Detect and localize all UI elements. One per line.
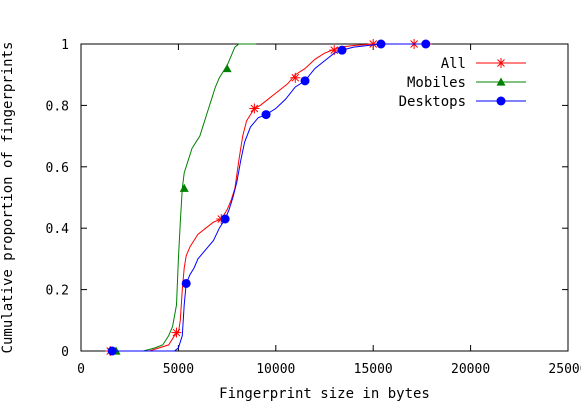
y-tick-label: 0 xyxy=(61,345,69,360)
data-point-desktops xyxy=(376,39,386,49)
y-tick-label: 0.2 xyxy=(46,284,69,299)
series-layer xyxy=(105,39,432,356)
series-all xyxy=(105,39,432,356)
y-tick-label: 0.4 xyxy=(46,222,70,237)
y-tick-label: 0.6 xyxy=(46,161,69,176)
data-point-desktops xyxy=(220,214,230,224)
legend-label-desktops: Desktops xyxy=(399,94,466,110)
series-line-all xyxy=(110,43,432,352)
y-axis-label: Cumulative proportion of fingerprints xyxy=(0,42,16,354)
x-tick-label: 5000 xyxy=(163,362,194,377)
x-tick-label: 15000 xyxy=(354,362,393,377)
data-point-desktops xyxy=(300,76,310,86)
legend-label-all: All xyxy=(441,56,466,72)
y-tick-label: 1 xyxy=(61,38,69,53)
series-line-desktops xyxy=(110,43,426,352)
x-tick-label: 10000 xyxy=(256,362,295,377)
legend-marker-desktops xyxy=(496,96,506,106)
x-tick-label: 20000 xyxy=(451,362,490,377)
legend: All Mobiles Desktops xyxy=(399,56,526,110)
legend-marker-mobiles xyxy=(496,77,506,86)
x-axis-label: Fingerprint size in bytes xyxy=(219,386,430,402)
y-tick-label: 0.8 xyxy=(46,99,69,114)
x-tick-label: 0 xyxy=(77,362,85,377)
data-point-desktops xyxy=(337,45,347,55)
series-desktops xyxy=(107,39,431,356)
data-point-desktops xyxy=(107,346,117,356)
plot-frame xyxy=(80,43,569,352)
data-point-desktops xyxy=(421,39,431,49)
data-point-mobiles xyxy=(179,183,189,192)
data-point-desktops xyxy=(181,278,191,288)
series-line-mobiles xyxy=(116,43,257,352)
data-point-mobiles xyxy=(222,64,232,73)
data-point-desktops xyxy=(261,110,271,120)
legend-label-mobiles: Mobiles xyxy=(407,75,466,91)
